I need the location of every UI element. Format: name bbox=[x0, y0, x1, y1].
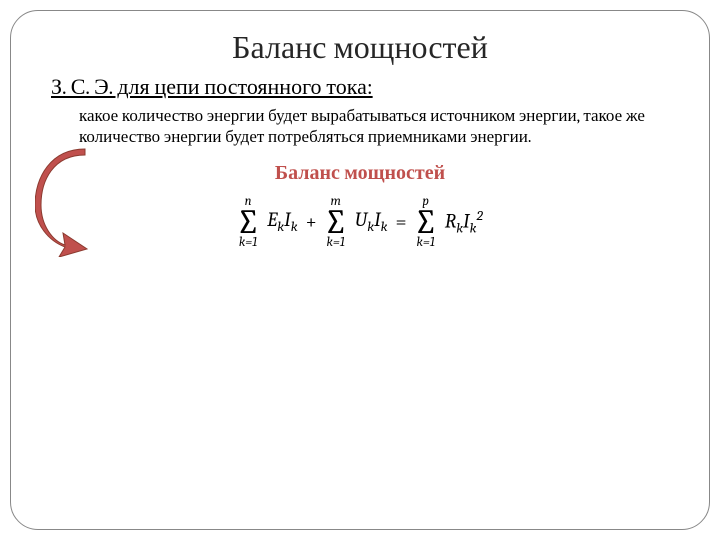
sum-block: p∑k=1 bbox=[414, 195, 438, 250]
sigma-icon: ∑ bbox=[324, 208, 348, 237]
slide-title: Баланс мощностей bbox=[51, 29, 669, 66]
slide: Баланс мощностей З. С. Э. для цепи посто… bbox=[0, 0, 720, 540]
sum-lower: k=1 bbox=[236, 236, 260, 249]
power-balance-formula: n∑k=1 EkIk + m∑k=1 UkIk = p∑k=1 RkIk2 bbox=[51, 195, 669, 250]
slide-frame: Баланс мощностей З. С. Э. для цепи посто… bbox=[10, 10, 710, 530]
definition-text: какое количество энергии будет вырабатыв… bbox=[79, 106, 669, 149]
sum-term: EkIk bbox=[267, 208, 297, 235]
sum-block: m∑k=1 bbox=[324, 195, 348, 250]
sum-term: UkIk bbox=[355, 208, 388, 235]
sum-term: RkIk2 bbox=[445, 207, 483, 237]
sigma-icon: ∑ bbox=[414, 208, 438, 237]
arrow-path bbox=[35, 149, 87, 257]
operator: + bbox=[306, 210, 317, 233]
section-heading: Баланс мощностей bbox=[51, 161, 669, 185]
sum-lower: k=1 bbox=[414, 236, 438, 249]
operator: = bbox=[396, 210, 407, 233]
sum-lower: k=1 bbox=[324, 236, 348, 249]
slide-subtitle: З. С. Э. для цепи постоянного тока: bbox=[51, 74, 669, 100]
sigma-icon: ∑ bbox=[236, 208, 260, 237]
curved-arrow-icon bbox=[35, 147, 95, 257]
sum-block: n∑k=1 bbox=[236, 195, 260, 250]
